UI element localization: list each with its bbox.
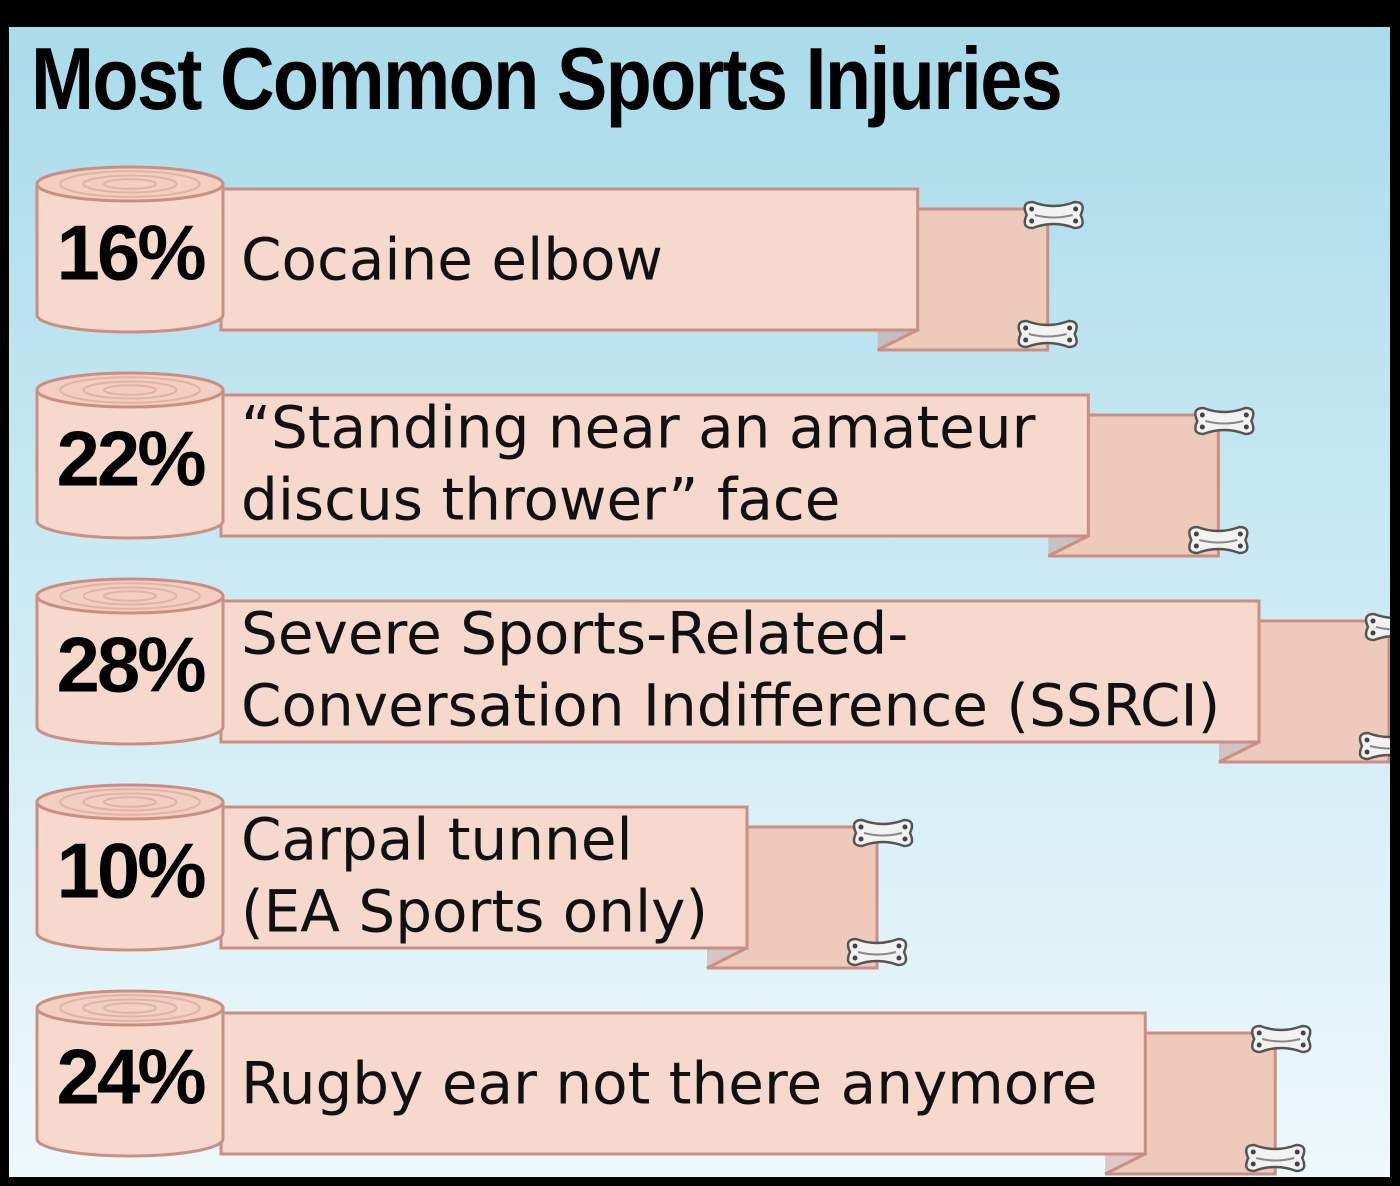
bar xyxy=(219,187,920,332)
category-label: Conversation Indifference (SSRCI) xyxy=(241,672,1220,740)
bandage-clip-icon xyxy=(1023,200,1084,230)
category-label: Cocaine elbow xyxy=(241,226,663,294)
bar xyxy=(219,1011,1147,1156)
bandage-clip-icon xyxy=(1194,406,1255,436)
category-label: (EA Sports only) xyxy=(241,878,708,946)
bandage-bar-chart: 16% Cocaine elbow 22% “Standing near an ama… xyxy=(35,165,1390,1176)
value-label: 22% xyxy=(56,415,205,503)
bar xyxy=(219,805,749,950)
category-label: Severe Sports-Related- xyxy=(241,600,908,668)
category-label: Rugby ear not there anymore xyxy=(241,1050,1098,1118)
chart-panel: Most Common Sports Injuries 16% Cocaine e… xyxy=(9,27,1390,1177)
bandage-clip-icon xyxy=(1364,612,1390,642)
bandage-clip-icon xyxy=(1358,731,1390,761)
bandage-roll-icon xyxy=(35,989,225,1158)
bandage-roll-icon xyxy=(35,577,225,746)
bar-row-4: 10% Carpal tunnel(EA Sports only) xyxy=(35,783,914,970)
value-label: 28% xyxy=(56,621,205,709)
bandage-roll-icon xyxy=(35,371,225,540)
bandage-clip-icon xyxy=(1245,1143,1306,1173)
chart-title: Most Common Sports Injuries xyxy=(31,29,1063,128)
value-label: 10% xyxy=(56,827,205,915)
bandage-roll-icon xyxy=(35,783,225,952)
bar-row-3: 28% Severe Sports-Related-Conversation In… xyxy=(35,577,1390,764)
value-label: 16% xyxy=(56,209,205,297)
category-label: “Standing near an amateur xyxy=(241,394,1036,462)
bandage-clip-icon xyxy=(1017,319,1078,349)
bandage-roll-icon xyxy=(35,165,225,334)
category-label: Carpal tunnel xyxy=(241,806,633,874)
bar-row-1: 16% Cocaine elbow xyxy=(35,165,1084,352)
bandage-clip-icon xyxy=(846,937,908,967)
bandage-clip-icon xyxy=(1251,1024,1312,1054)
bandage-clip-icon xyxy=(1188,525,1249,555)
bandage-clip-icon xyxy=(852,818,914,848)
bar xyxy=(219,393,1090,538)
category-label: discus thrower” face xyxy=(241,466,840,534)
bar xyxy=(219,599,1261,744)
bar-row-5: 24% Rugby ear not there anymore xyxy=(35,989,1312,1176)
value-label: 24% xyxy=(56,1033,205,1121)
